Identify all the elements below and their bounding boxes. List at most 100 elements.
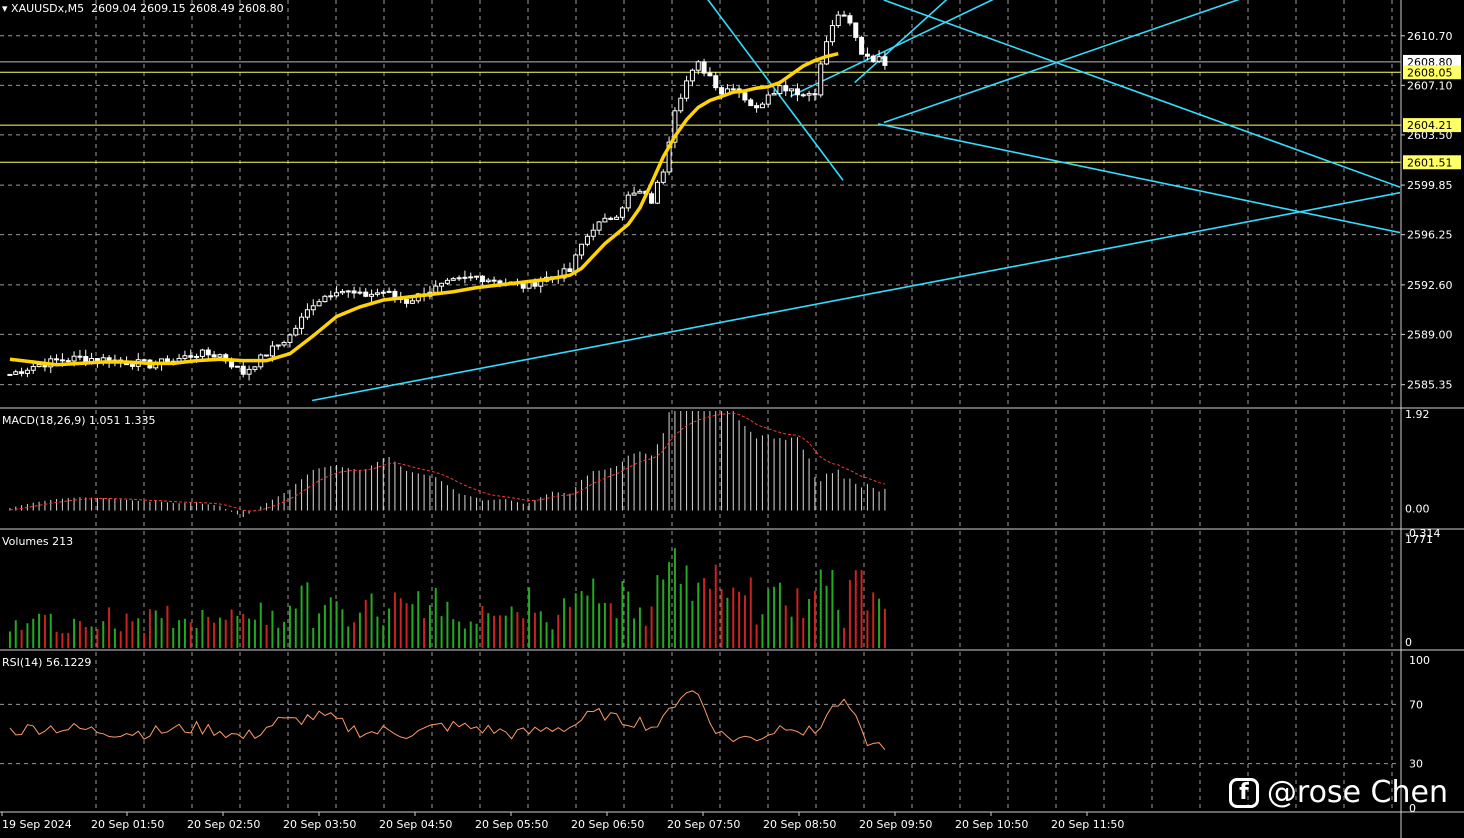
candle-body: [36, 364, 42, 368]
volumes-title: Volumes 213: [2, 535, 74, 548]
candle-body: [497, 280, 503, 284]
candle-body: [619, 207, 625, 218]
candle-body: [695, 61, 701, 71]
price-label: 2601.51: [1407, 156, 1453, 169]
time-tick-label: 20 Sep 05:50: [475, 818, 548, 831]
candle-body: [824, 41, 830, 65]
ohlc-values: 2609.04 2609.15 2608.49 2608.80: [91, 2, 284, 15]
chart-header: ▾ XAUUSDx,M5 2609.04 2609.15 2608.49 260…: [2, 2, 284, 15]
candle-body: [637, 190, 643, 194]
candle-body: [730, 88, 736, 91]
time-tick-label: 20 Sep 09:50: [859, 818, 932, 831]
time-tick-label: 20 Sep 04:50: [379, 818, 452, 831]
macd-panel: [9, 411, 886, 518]
candle-body: [199, 349, 205, 357]
candle-body: [701, 61, 707, 74]
candle-body: [217, 354, 223, 358]
candle-body: [444, 279, 450, 284]
candle-body: [363, 291, 369, 297]
time-tick-label: 19 Sep 2024: [2, 818, 72, 831]
candle-body: [304, 309, 310, 318]
candle-body: [310, 305, 316, 311]
macd-tick-label: 1.92: [1405, 408, 1430, 421]
candle-body: [194, 355, 200, 358]
candle-body: [409, 300, 415, 304]
price-tick-label: 2599.85: [1407, 179, 1453, 192]
time-tick-label: 20 Sep 02:50: [187, 818, 260, 831]
candle-body: [392, 290, 398, 298]
candle-body: [625, 194, 631, 209]
candle-body: [678, 97, 684, 112]
rsi-tick-label: 0: [1409, 802, 1416, 815]
time-tick-label: 20 Sep 01:50: [91, 818, 164, 831]
candle-body: [77, 355, 83, 358]
candle-body: [666, 141, 672, 173]
candle-body: [71, 355, 77, 362]
rsi-line: [9, 690, 886, 751]
candle-body: [281, 341, 287, 346]
candle-body: [584, 235, 590, 245]
candle-body: [672, 110, 678, 143]
candle-body: [13, 371, 19, 375]
candle-body: [829, 25, 835, 43]
candle-body: [654, 181, 660, 204]
candle-body: [328, 295, 334, 298]
candle-body: [188, 355, 194, 358]
candle-body: [380, 291, 386, 294]
candle-body: [719, 87, 725, 95]
macd-tick-label: -0.314: [1405, 527, 1440, 540]
candle-body: [316, 301, 322, 307]
candle-body: [777, 85, 783, 95]
candle-body: [456, 277, 462, 280]
candle-body: [742, 92, 748, 101]
candle-body: [754, 105, 760, 109]
price-tick-label: 2607.10: [1407, 79, 1453, 92]
candle-body: [205, 349, 211, 356]
candle-body: [299, 316, 305, 329]
candle-body: [351, 290, 357, 294]
price-axis: 2610.70 2607.10 2603.50 2599.85 2596.25 2592.…: [1401, 30, 1461, 815]
moving-average: [9, 51, 839, 367]
candle-body: [275, 344, 281, 347]
candle-body: [252, 366, 258, 370]
trendline: [312, 191, 1401, 402]
price-label-box: [1403, 65, 1461, 80]
candle-body: [141, 359, 147, 362]
candle-body: [374, 292, 380, 295]
candle-body: [83, 356, 89, 363]
candle-body: [182, 355, 188, 359]
macd-title: MACD(18,26,9) 1.051 1.335: [2, 414, 156, 427]
trendlines: [312, 0, 1401, 402]
candle-body: [707, 72, 713, 77]
trendline: [854, 0, 948, 84]
macd-tick-label: 0.00: [1405, 503, 1430, 516]
candle-body: [579, 243, 585, 256]
candle-body: [54, 358, 60, 361]
time-axis: 19 Sep 2024 20 Sep 01:50 20 Sep 02:50 20 Se…: [1, 812, 1124, 831]
time-tick-label: 20 Sep 07:50: [667, 818, 740, 831]
price-label: 2604.21: [1407, 119, 1453, 132]
candle-body: [264, 354, 270, 357]
candle-body: [631, 192, 637, 196]
candle-body: [759, 103, 765, 109]
watermark: f @rose Chen: [1228, 775, 1448, 810]
candle-body: [450, 278, 456, 281]
candle-body: [847, 15, 853, 24]
candle-body: [789, 88, 795, 92]
candle-body: [590, 229, 596, 237]
price-tick-label: 2592.60: [1407, 279, 1453, 292]
price-label: 2608.05: [1407, 66, 1453, 79]
price-tick-label: 2610.70: [1407, 30, 1453, 43]
candle-body: [771, 93, 777, 96]
candle-body: [468, 276, 474, 279]
watermark-text: @rose Chen: [1266, 775, 1448, 810]
candle-body: [240, 365, 246, 375]
candle-body: [689, 69, 695, 82]
price-label-box: [1403, 118, 1461, 133]
candle-body: [485, 279, 491, 283]
candle-body: [882, 56, 888, 66]
candle-body: [596, 221, 602, 231]
candle-body: [748, 99, 754, 107]
candle-body: [269, 345, 275, 357]
